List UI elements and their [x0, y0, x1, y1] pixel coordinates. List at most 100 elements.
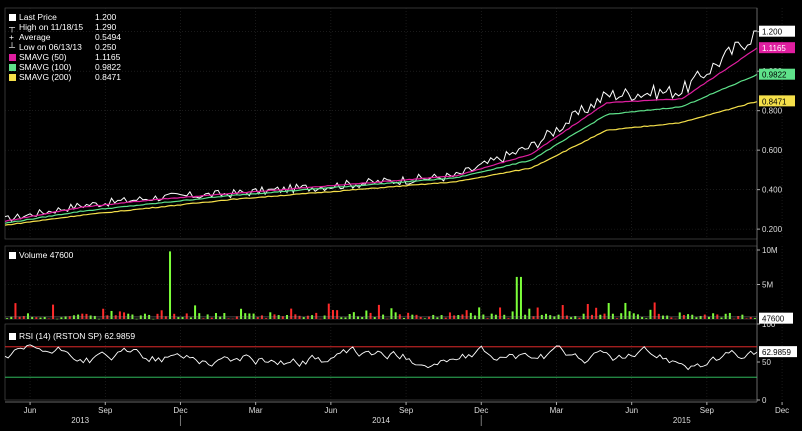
volume-bar: [386, 318, 389, 320]
rsi-y-tick-label: 50: [762, 358, 771, 367]
volume-bar: [428, 316, 431, 319]
volume-bar: [185, 313, 188, 319]
volume-bar: [43, 316, 46, 319]
x-tick-label-year: 2013: [71, 416, 89, 425]
volume-bar: [68, 316, 71, 319]
volume-bar: [695, 317, 698, 319]
volume-bar: [260, 315, 263, 319]
x-tick-label-month: Mar: [550, 406, 564, 415]
volume-bar: [173, 313, 176, 319]
volume-bar: [319, 318, 322, 320]
volume-bar: [315, 312, 318, 319]
volume-bar: [127, 313, 130, 319]
volume-bar: [407, 312, 410, 319]
volume-bar: [515, 276, 518, 319]
volume-bar: [252, 313, 255, 319]
volume-bar: [160, 310, 163, 319]
legend-last-price: Last Price 1.200: [9, 12, 121, 22]
volume-bar: [490, 313, 493, 319]
volume-bar: [545, 313, 548, 319]
volume-bar: [202, 318, 205, 319]
price-value-tag: [759, 95, 795, 107]
volume-bar: [214, 313, 217, 319]
volume-bar: [565, 315, 568, 319]
price-value-tag-text: 1.200: [762, 28, 783, 37]
volume-bar: [240, 308, 243, 319]
volume-bar: [641, 316, 644, 319]
volume-bar: [474, 315, 476, 319]
volume-bar: [244, 313, 247, 319]
legend-smavg-100: SMAVG (100) 0.9822: [9, 62, 121, 72]
volume-bar: [35, 317, 38, 319]
volume-bar: [582, 313, 585, 319]
volume-y-tick-label: 10M: [762, 246, 778, 255]
volume-bar: [18, 316, 21, 319]
volume-bar: [85, 313, 88, 319]
volume-bar: [478, 307, 481, 319]
volume-bar: [39, 317, 42, 319]
rsi-legend: RSI (14) (RSTON SP) 62.9859: [9, 331, 135, 341]
volume-bar: [578, 317, 581, 319]
volume-bar: [198, 313, 201, 319]
volume-bar: [486, 318, 489, 319]
volume-bar: [469, 312, 472, 319]
volume-bar: [707, 316, 710, 319]
volume-bar: [64, 316, 67, 319]
volume-value-tag: [759, 312, 793, 324]
volume-bar: [628, 311, 631, 319]
legend-smavg-200: SMAVG (200) 0.8471: [9, 72, 121, 82]
rsi-legend-value: 62.9859: [104, 331, 136, 341]
volume-bar: [327, 303, 330, 319]
volume-bar: [749, 317, 752, 319]
volume-bar: [269, 312, 272, 319]
volume-bar: [678, 312, 681, 319]
price-value-tag: [759, 68, 795, 80]
price-y-tick-label: 0.600: [762, 146, 783, 155]
volume-bar: [135, 318, 138, 320]
volume-bar: [118, 311, 121, 319]
x-tick-label-month: Dec: [474, 406, 488, 415]
volume-bar: [499, 307, 502, 319]
volume-bar: [666, 315, 669, 319]
volume-bar: [235, 316, 238, 319]
volume-bar: [394, 312, 397, 319]
volume-legend-label: Volume: [19, 250, 48, 260]
volume-panel: [4, 245, 758, 320]
volume-bar: [31, 316, 34, 319]
volume-bar: [369, 312, 372, 319]
volume-bar: [139, 315, 142, 319]
rsi-value-tag-text: 62.9859: [762, 348, 791, 357]
volume-bar: [423, 318, 426, 319]
x-tick-label-month: Dec: [173, 406, 187, 415]
volume-bar: [519, 276, 522, 319]
volume-bar: [620, 313, 623, 319]
volume-bar: [398, 314, 401, 319]
volume-bar: [733, 318, 736, 320]
volume-bar: [699, 315, 702, 319]
volume-bar: [419, 316, 422, 319]
volume-bar: [390, 308, 393, 319]
series-line-2: [4, 73, 758, 224]
x-tick-label-month: Jun: [324, 406, 337, 415]
volume-bar: [712, 313, 715, 319]
volume-bar: [737, 315, 740, 319]
legend-smavg-50: SMAVG (50) 1.1165: [9, 52, 121, 62]
x-tick-label-year: 2015: [673, 416, 691, 425]
volume-bar: [348, 314, 351, 319]
volume-bar: [528, 308, 531, 319]
volume-bar: [674, 318, 677, 320]
price-value-tag: [759, 42, 795, 54]
volume-bar: [164, 316, 167, 319]
volume-bar: [595, 307, 598, 319]
rsi-value-tag: [759, 346, 797, 358]
volume-bar: [6, 318, 9, 319]
volume-bar: [306, 315, 309, 319]
price-legend: Last Price 1.200 ┬ High on 11/18/15 1.290 +…: [9, 12, 121, 82]
volume-bar: [745, 318, 748, 319]
volume-bar: [365, 310, 368, 319]
volume-bar: [256, 317, 259, 319]
volume-bar: [143, 313, 146, 319]
volume-bar: [93, 315, 96, 319]
volume-bar: [724, 313, 727, 319]
price-y-tick-label: 0.800: [762, 107, 783, 116]
